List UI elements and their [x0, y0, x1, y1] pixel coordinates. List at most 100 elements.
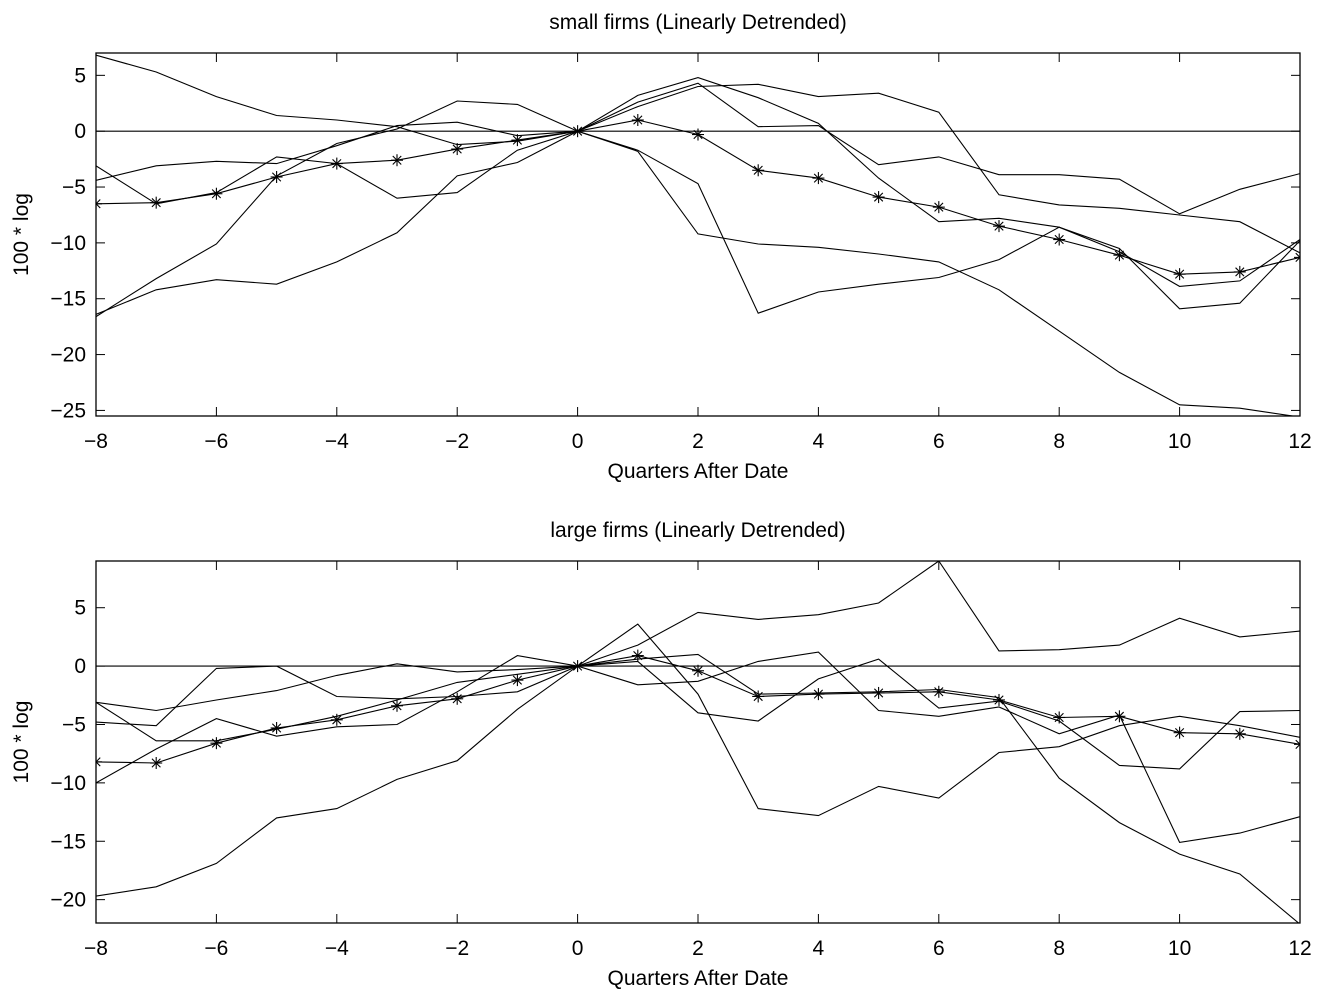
star-marker [330, 157, 343, 170]
x-tick-label: 10 [1168, 430, 1191, 453]
x-tick-label: 4 [813, 430, 825, 453]
x-tick-label: 12 [1288, 937, 1311, 960]
x-tick-label: 4 [813, 937, 825, 960]
x-axis-label: Quarters After Date [608, 460, 789, 483]
star-marker [96, 197, 102, 210]
series-line-2 [96, 82, 1300, 215]
series-line-5 [96, 658, 1300, 897]
x-tick-label: 6 [933, 937, 945, 960]
star-marker [571, 125, 584, 138]
y-tick-label: −15 [50, 830, 86, 853]
star-marker [571, 660, 584, 673]
series-line-4 [96, 130, 1300, 314]
x-tick-label: −6 [204, 937, 228, 960]
star-marker [270, 721, 283, 734]
series-line-3 [96, 653, 1300, 923]
star-marker [812, 172, 825, 185]
series-line-2 [96, 561, 1300, 727]
star-marker [1173, 268, 1186, 281]
star-marker [150, 196, 163, 209]
star-marker [1053, 711, 1066, 724]
star-marker [1173, 726, 1186, 739]
series-line-5 [96, 130, 1297, 416]
y-tick-label: 5 [74, 64, 86, 87]
star-marker [993, 693, 1005, 706]
star-marker [1113, 249, 1126, 262]
star-marker [391, 699, 403, 712]
star-marker [752, 164, 765, 177]
star-marker [511, 674, 524, 687]
x-tick-label: 8 [1053, 430, 1065, 453]
star-marker [391, 154, 403, 167]
star-marker [631, 114, 644, 127]
x-tick-label: −6 [204, 430, 228, 453]
chart-title: small firms (Linearly Detrended) [549, 11, 847, 34]
chart-title: large firms (Linearly Detrended) [550, 519, 845, 542]
x-tick-label: −4 [325, 430, 349, 453]
star-marker [511, 134, 524, 147]
x-tick-label: 8 [1053, 937, 1065, 960]
large-firms-panel: large firms (Linearly Detrended) Quarter… [10, 519, 1312, 990]
star-marker [692, 664, 704, 677]
y-tick-label: −5 [62, 176, 86, 199]
y-tick-label: 0 [74, 655, 86, 678]
y-tick-label: −10 [50, 772, 86, 795]
series-line-1 [96, 623, 1300, 817]
y-axis-label: 100 * log [10, 193, 33, 276]
star-marker [330, 713, 343, 726]
star-marker [932, 685, 945, 698]
x-tick-label: −8 [84, 430, 108, 453]
plot-frame [95, 52, 1301, 417]
star-marker [993, 220, 1005, 233]
star-marker [692, 128, 704, 141]
star-marker [210, 737, 223, 750]
star-marker [150, 757, 163, 770]
x-tick-label: 0 [572, 430, 584, 453]
series-line-1 [96, 54, 1300, 287]
star-marker [1113, 710, 1126, 723]
star-marker [96, 755, 102, 768]
series-line-3 [96, 83, 1300, 318]
y-tick-label: −25 [50, 399, 86, 422]
star-marker [812, 688, 825, 701]
x-tick-label: 2 [692, 937, 704, 960]
star-marker [451, 692, 464, 705]
star-marker [932, 201, 945, 214]
star-marker [451, 143, 464, 156]
x-tick-label: −2 [445, 430, 469, 453]
y-tick-label: 5 [74, 597, 86, 620]
y-tick-label: −20 [50, 889, 86, 912]
x-tick-label: 12 [1288, 430, 1311, 453]
y-tick-label: −20 [50, 344, 86, 367]
x-tick-label: −2 [445, 937, 469, 960]
y-axis-label: 100 * log [10, 701, 33, 784]
y-tick-label: −15 [50, 288, 86, 311]
star-marker [1053, 233, 1066, 246]
plot-frame [95, 560, 1301, 924]
x-axis-label: Quarters After Date [608, 967, 789, 990]
star-marker [1294, 738, 1300, 751]
x-tick-label: 2 [692, 430, 704, 453]
series-group [96, 561, 1300, 923]
star-marker [872, 191, 885, 204]
series-line-4 [96, 651, 1300, 844]
star-marker [752, 690, 765, 703]
series-group [96, 54, 1300, 416]
y-tick-label: −5 [62, 713, 86, 736]
x-tick-label: 10 [1168, 937, 1191, 960]
x-tick-label: −4 [325, 937, 349, 960]
star-marker [631, 649, 644, 662]
small-firms-panel: small firms (Linearly Detrended) Quarter… [10, 11, 1312, 483]
x-tick-label: 6 [933, 430, 945, 453]
y-tick-label: −10 [50, 232, 86, 255]
star-marker [1233, 265, 1246, 278]
star-marker [210, 187, 223, 200]
x-tick-label: −8 [84, 937, 108, 960]
star-marker [1294, 251, 1300, 264]
star-marker [270, 170, 283, 183]
star-marker [1233, 727, 1246, 740]
y-tick-label: 0 [74, 120, 86, 143]
x-tick-label: 0 [572, 937, 584, 960]
star-marker [872, 686, 885, 699]
